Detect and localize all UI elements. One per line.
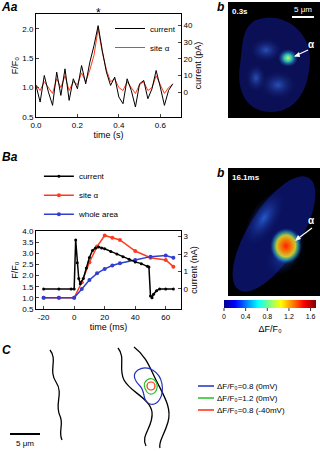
svg-text:1.5: 1.5 bbox=[22, 54, 34, 63]
svg-text:10: 10 bbox=[184, 71, 193, 80]
svg-text:0: 0 bbox=[184, 88, 189, 97]
svg-text:current: current bbox=[150, 25, 176, 34]
svg-text:20: 20 bbox=[100, 313, 109, 322]
svg-text:60: 60 bbox=[161, 313, 170, 322]
svg-text:ΔF/F₀=0.8 (0mV): ΔF/F₀=0.8 (0mV) bbox=[217, 382, 278, 391]
svg-text:C: C bbox=[2, 343, 11, 357]
svg-text:1: 1 bbox=[184, 267, 189, 276]
svg-text:0: 0 bbox=[222, 313, 226, 320]
svg-text:b: b bbox=[217, 0, 224, 14]
svg-text:0.3s: 0.3s bbox=[232, 7, 248, 16]
html-text:Ba: Ba bbox=[2, 150, 18, 164]
svg-text:1.0: 1.0 bbox=[22, 294, 34, 303]
svg-text:2.0: 2.0 bbox=[22, 271, 34, 280]
svg-text:3.0: 3.0 bbox=[22, 249, 34, 258]
svg-text:current (nA): current (nA) bbox=[189, 246, 199, 294]
svg-text:5 μm: 5 μm bbox=[294, 5, 312, 14]
svg-text:current: current bbox=[79, 172, 105, 181]
html-text:Aa: Aa bbox=[2, 0, 18, 14]
svg-text:F/F₀: F/F₀ bbox=[10, 57, 20, 74]
svg-text:time (s): time (s) bbox=[94, 130, 124, 140]
svg-text:16.1ms: 16.1ms bbox=[232, 173, 260, 182]
svg-text:1.5: 1.5 bbox=[22, 283, 34, 292]
svg-text:30: 30 bbox=[184, 38, 193, 47]
svg-text:2: 2 bbox=[184, 250, 189, 259]
svg-text:1.0: 1.0 bbox=[22, 83, 34, 92]
svg-text:1.2: 1.2 bbox=[284, 313, 294, 320]
svg-text:0.4: 0.4 bbox=[113, 121, 125, 130]
svg-text:2.0: 2.0 bbox=[22, 25, 34, 34]
svg-text:3.5: 3.5 bbox=[22, 238, 34, 247]
svg-text:time (ms): time (ms) bbox=[90, 322, 128, 332]
svg-text:ΔF/F₀=1.2 (0mV): ΔF/F₀=1.2 (0mV) bbox=[217, 394, 278, 403]
svg-text:5 μm: 5 μm bbox=[16, 439, 34, 448]
svg-text:40: 40 bbox=[184, 21, 193, 30]
svg-text:α: α bbox=[308, 39, 315, 50]
svg-text:0.8: 0.8 bbox=[262, 313, 272, 320]
svg-text:4.0: 4.0 bbox=[22, 227, 34, 236]
svg-text:1.6: 1.6 bbox=[306, 313, 316, 320]
svg-text:0: 0 bbox=[72, 313, 77, 322]
svg-text:40: 40 bbox=[131, 313, 140, 322]
svg-text:F/F₀: F/F₀ bbox=[10, 261, 20, 278]
svg-text:0.2: 0.2 bbox=[72, 121, 84, 130]
svg-text:3: 3 bbox=[184, 232, 189, 241]
svg-text:current (pA): current (pA) bbox=[193, 42, 203, 90]
svg-text:0.6: 0.6 bbox=[155, 121, 167, 130]
svg-text:α: α bbox=[308, 215, 315, 226]
svg-text:20: 20 bbox=[184, 55, 193, 64]
svg-text:site α: site α bbox=[79, 191, 99, 200]
svg-text:0: 0 bbox=[184, 285, 189, 294]
svg-text:0.5: 0.5 bbox=[22, 113, 34, 122]
svg-text:*: * bbox=[96, 6, 101, 20]
svg-text:site α: site α bbox=[150, 44, 170, 53]
svg-text:0.0: 0.0 bbox=[30, 121, 42, 130]
svg-text:whole area: whole area bbox=[78, 210, 119, 219]
svg-text:b: b bbox=[217, 166, 224, 180]
svg-text:0.5: 0.5 bbox=[22, 305, 34, 314]
svg-text:-20: -20 bbox=[38, 313, 50, 322]
svg-text:2.5: 2.5 bbox=[22, 260, 34, 269]
svg-text:0.4: 0.4 bbox=[241, 313, 251, 320]
svg-text:ΔF/F₀: ΔF/F₀ bbox=[258, 324, 282, 334]
svg-text:ΔF/F₀=0.8 (-40mV): ΔF/F₀=0.8 (-40mV) bbox=[217, 406, 285, 415]
